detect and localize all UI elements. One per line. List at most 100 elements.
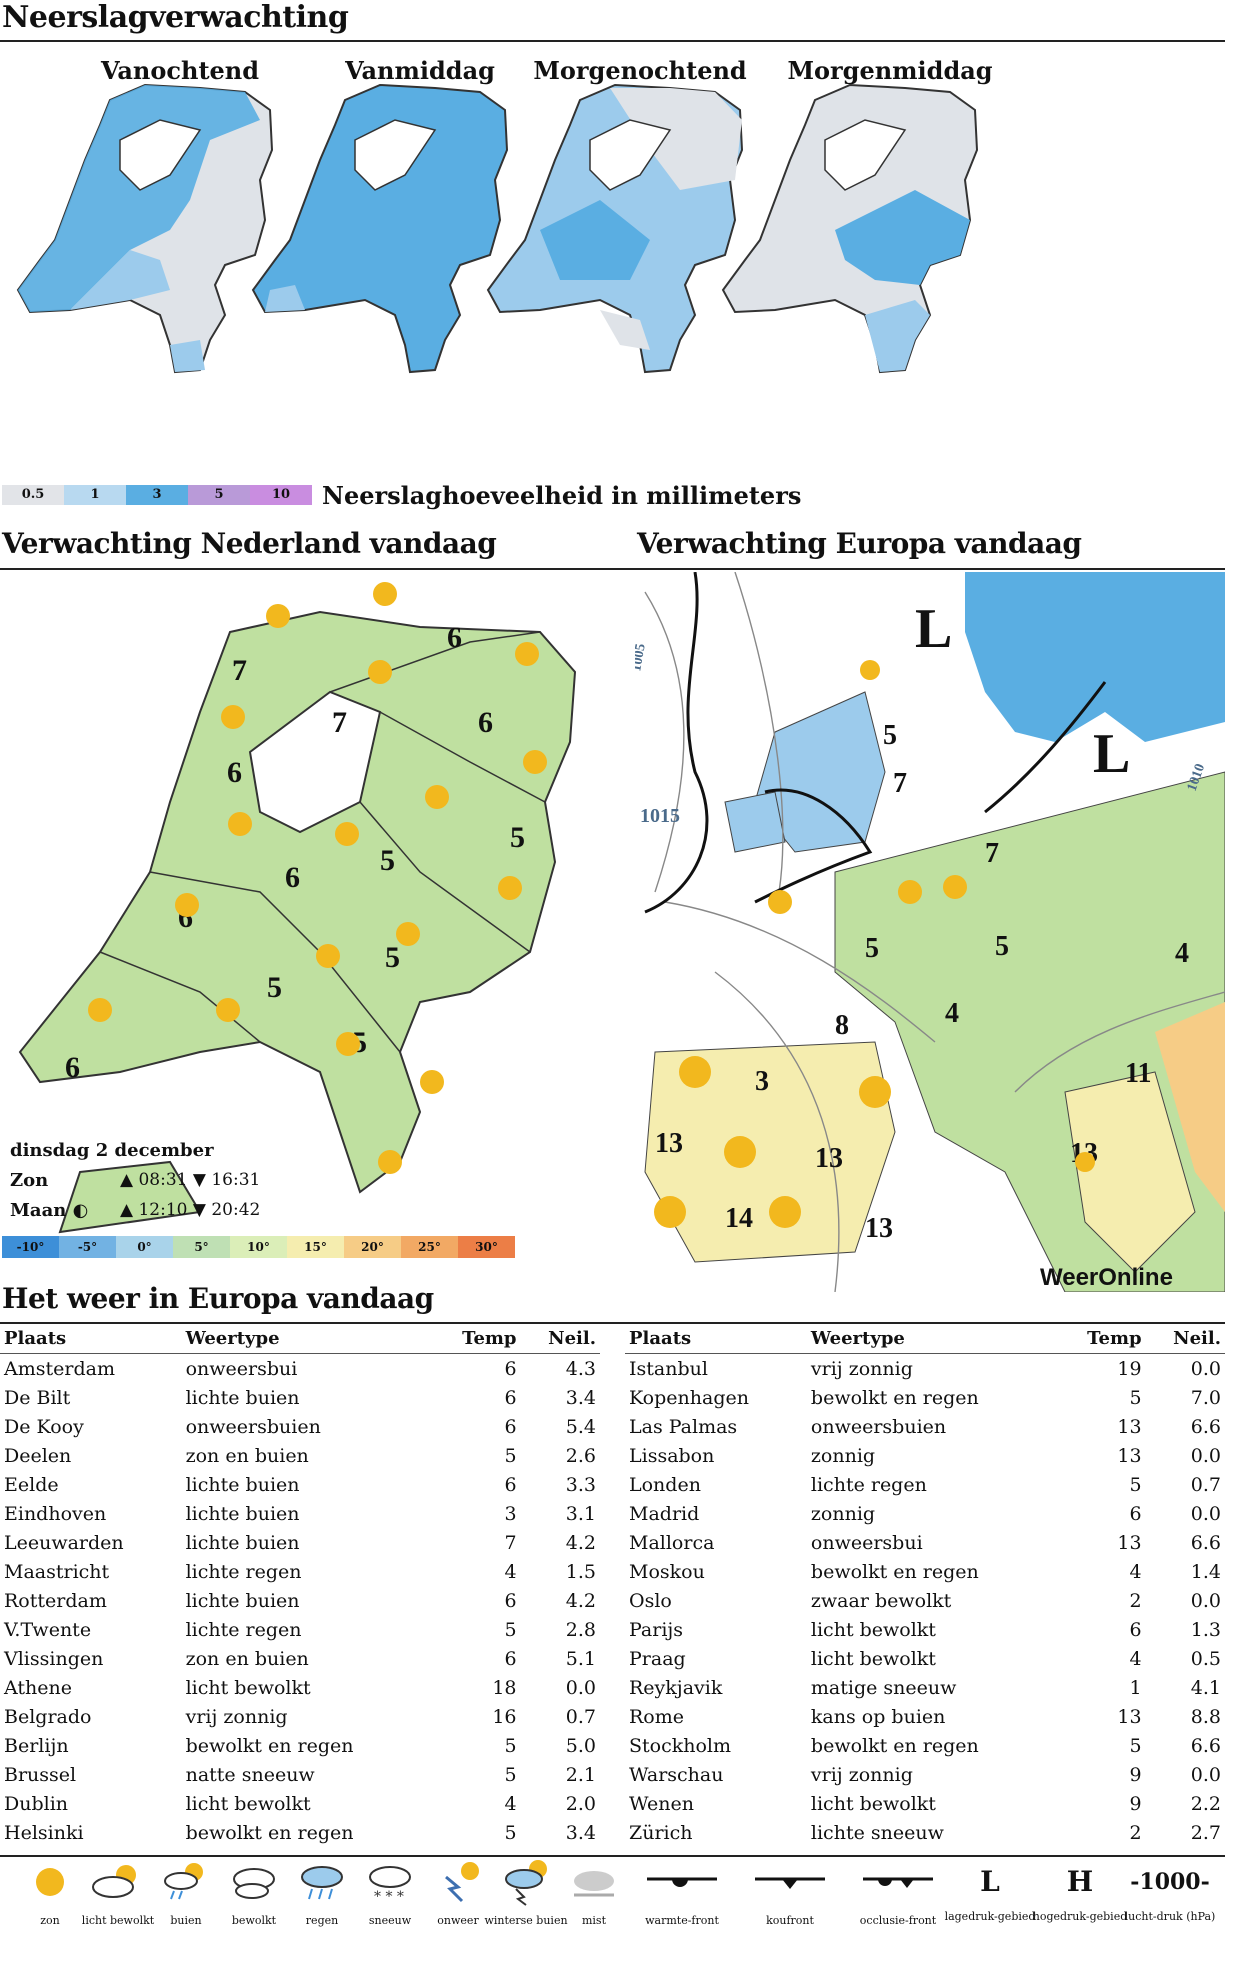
cell-weertype: zonnig: [810, 1444, 876, 1467]
cell-weertype: lichte buien: [185, 1386, 300, 1409]
col-neerslag: Neil.: [1145, 1324, 1225, 1354]
cell-weertype: lichte buien: [185, 1502, 300, 1525]
snow-icon: * * *: [369, 1866, 411, 1905]
temp-scale: -10° -5° 0° 5° 10° 15° 20° 25° 30°: [2, 1236, 515, 1258]
cell-plaats: Brussel: [4, 1763, 77, 1786]
cell-temp: 1: [1129, 1676, 1142, 1699]
cell-plaats: Oslo: [629, 1589, 672, 1612]
eu-temp-13: 14: [725, 1203, 753, 1234]
table-row: Maastricht lichte regen 4 1.5: [0, 1557, 600, 1586]
precip-panel-label-3: Morgenochtend: [533, 56, 747, 85]
cell-plaats: Maastricht: [4, 1560, 110, 1583]
cell-neerslag: 3.1: [565, 1502, 596, 1525]
cell-plaats: Eelde: [4, 1473, 59, 1496]
cell-weertype: lichte buien: [185, 1589, 300, 1612]
cell-weertype: bewolkt en regen: [185, 1821, 354, 1844]
title-rule: [0, 40, 1225, 42]
cell-plaats: Reykjavik: [629, 1676, 723, 1699]
cell-weertype: lichte sneeuw: [810, 1821, 944, 1844]
cell-neerslag: 6.6: [1190, 1415, 1221, 1438]
cell-plaats: Leeuwarden: [4, 1531, 124, 1554]
precip-map-3: [487, 84, 743, 373]
low-icon: L: [980, 1865, 1000, 1898]
cell-plaats: Rome: [629, 1705, 685, 1728]
table-row: Istanbul vrij zonnig 19 0.0: [625, 1354, 1225, 1384]
precip-map-1: [17, 84, 273, 373]
cell-neerslag: 8.8: [1190, 1705, 1221, 1728]
sun-icon: [216, 998, 240, 1022]
cell-neerslag: 2.6: [565, 1444, 596, 1467]
table-row: Madrid zonnig 6 0.0: [625, 1499, 1225, 1528]
showers-icon: [164, 1863, 203, 1900]
cell-weertype: onweersbuien: [810, 1415, 947, 1438]
eu-temp-10: 11: [1125, 1058, 1151, 1089]
cell-temp: 9: [1129, 1763, 1142, 1786]
low-marker-2: L: [1093, 723, 1130, 785]
sun-icon: [654, 1196, 686, 1228]
cell-temp: 4: [1129, 1560, 1142, 1583]
col-plaats: Plaats: [625, 1324, 807, 1354]
table-row: Reykjavik matige sneeuw 1 4.1: [625, 1673, 1225, 1702]
nl-temp-11: 5: [267, 971, 282, 1004]
cell-neerslag: 0.7: [565, 1705, 596, 1728]
cell-temp: 6: [504, 1357, 517, 1380]
sun-icon: [679, 1056, 711, 1088]
table-row: Belgrado vrij zonnig 16 0.7: [0, 1702, 600, 1731]
cell-plaats: Lissabon: [629, 1444, 715, 1467]
cell-neerslag: 0.0: [1190, 1589, 1221, 1612]
eu-temp-6: 4: [1175, 938, 1189, 969]
precip-maps: [17, 84, 978, 373]
table-row: Rome kans op buien 13 8.8: [625, 1702, 1225, 1731]
precip-legend-swatch-2: 1: [64, 485, 126, 505]
cell-plaats: Praag: [629, 1647, 686, 1670]
cell-plaats: Amsterdam: [4, 1357, 115, 1380]
table-row: Rotterdam lichte buien 6 4.2: [0, 1586, 600, 1615]
cell-neerslag: 0.0: [1190, 1357, 1221, 1380]
col-plaats: Plaats: [0, 1324, 182, 1354]
balkans: [1155, 1002, 1225, 1212]
eu-temp-11: 13: [655, 1128, 683, 1159]
sun-icon: [724, 1136, 756, 1168]
sun-icon: [335, 822, 359, 846]
nl-forecast-map: 7 6 6 7 6 5 6 5 6 5 5 6 5: [18, 582, 577, 1234]
cell-plaats: Eindhoven: [4, 1502, 107, 1525]
nl-date: dinsdag 2 december: [10, 1140, 214, 1161]
thunder-showers-icon: [505, 1860, 547, 1906]
low-marker-1: L: [915, 598, 952, 660]
nl-temp-10: 5: [385, 941, 400, 974]
cell-weertype: bewolkt en regen: [810, 1560, 979, 1583]
cell-weertype: licht bewolkt: [810, 1647, 936, 1670]
precip-title: Neerslagverwachting: [2, 0, 349, 35]
legend-item-fog: mist: [544, 1857, 644, 1927]
cell-neerslag: 1.5: [565, 1560, 596, 1583]
col-neerslag: Neil.: [520, 1324, 600, 1354]
nl-temp-8: 5: [380, 844, 395, 877]
legend-item-cloudy: bewolkt: [204, 1857, 304, 1927]
sun-icon: [769, 1196, 801, 1228]
cell-plaats: Warschau: [629, 1763, 724, 1786]
cell-weertype: zon en buien: [185, 1444, 309, 1467]
sun-icon: [316, 944, 340, 968]
cell-plaats: Dublin: [4, 1792, 69, 1815]
cell-weertype: vrij zonnig: [810, 1357, 913, 1380]
cell-weertype: matige sneeuw: [810, 1676, 957, 1699]
cell-weertype: lichte buien: [185, 1531, 300, 1554]
cell-plaats: Vlissingen: [4, 1647, 104, 1670]
cell-neerslag: 0.7: [1190, 1473, 1221, 1496]
cell-temp: 4: [1129, 1647, 1142, 1670]
cell-plaats: Stockholm: [629, 1734, 732, 1757]
table-row: Amsterdam onweersbui 6 4.3: [0, 1354, 600, 1384]
cell-weertype: vrij zonnig: [810, 1763, 913, 1786]
cell-neerslag: 3.4: [565, 1821, 596, 1844]
legend-label: warmte-front: [645, 1914, 719, 1927]
sun-icon: [368, 660, 392, 684]
isobar-icon: -1000-: [1130, 1869, 1210, 1895]
cell-temp: 7: [504, 1531, 517, 1554]
cell-neerslag: 2.0: [565, 1792, 596, 1815]
cell-temp: 6: [504, 1386, 517, 1409]
table-row: Parijs licht bewolkt 6 1.3: [625, 1615, 1225, 1644]
table-rule: [0, 1322, 1225, 1324]
warm-front-icon: [647, 1877, 717, 1887]
cell-plaats: Parijs: [629, 1618, 684, 1641]
cell-plaats: Helsinki: [4, 1821, 84, 1844]
